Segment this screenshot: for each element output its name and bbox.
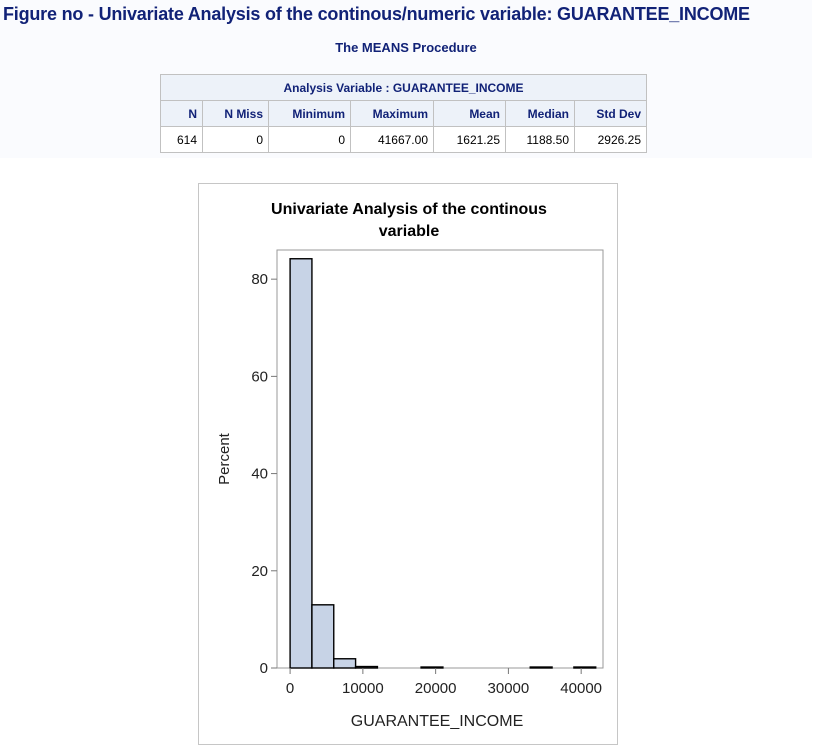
histogram-bar [333, 658, 357, 669]
means-table-header-row: N N Miss Minimum Maximum Mean Median Std… [160, 100, 647, 127]
x-tick-label: 10000 [342, 680, 384, 697]
histogram-bar [420, 666, 444, 669]
cell-mean: 1621.25 [433, 126, 506, 153]
header-n-miss: N Miss [202, 100, 269, 127]
y-axis-label: Percent [216, 432, 233, 485]
means-table: Analysis Variable : GUARANTEE_INCOME N N… [160, 74, 647, 153]
y-tick-label: 40 [251, 466, 268, 483]
x-axis-label: GUARANTEE_INCOME [351, 713, 523, 730]
header-maximum: Maximum [350, 100, 434, 127]
histogram-bars [289, 258, 597, 669]
x-tick-label: 40000 [560, 680, 602, 697]
means-table-caption-row: Analysis Variable : GUARANTEE_INCOME [160, 74, 647, 101]
x-tick-label: 0 [286, 680, 294, 697]
chart-title-line-2: variable [379, 223, 440, 240]
cell-n-miss: 0 [202, 126, 269, 153]
histogram-bar [573, 666, 597, 669]
header-minimum: Minimum [268, 100, 351, 127]
histogram-bar [311, 604, 335, 669]
procedure-title: The MEANS Procedure [335, 40, 477, 55]
cell-maximum: 41667.00 [350, 126, 434, 153]
y-tick-label: 0 [260, 660, 268, 677]
cell-median: 1188.50 [505, 126, 575, 153]
table-row: 614 0 0 41667.00 1621.25 1188.50 2926.25 [160, 126, 647, 153]
histogram-chart: Univariate Analysis of the continous var… [216, 201, 604, 730]
cell-std-dev: 2926.25 [574, 126, 647, 153]
x-tick-label: 20000 [415, 680, 457, 697]
y-tick-label: 80 [251, 271, 268, 288]
header-mean: Mean [433, 100, 506, 127]
y-axis: 0 20 40 60 80 [251, 271, 277, 677]
header-n: N [160, 100, 203, 127]
cell-n: 614 [160, 126, 203, 153]
chart-title-line-1: Univariate Analysis of the continous [271, 201, 547, 218]
y-tick-label: 20 [251, 563, 268, 580]
x-axis: 0 10000 20000 30000 40000 [286, 668, 602, 697]
header-median: Median [505, 100, 575, 127]
histogram-bar [529, 666, 553, 669]
cell-minimum: 0 [268, 126, 351, 153]
header-std-dev: Std Dev [574, 100, 647, 127]
histogram-bar [354, 665, 379, 669]
y-tick-label: 60 [251, 368, 268, 385]
histogram-bar [289, 258, 313, 669]
means-table-caption: Analysis Variable : GUARANTEE_INCOME [160, 74, 647, 101]
figure-title: Figure no - Univariate Analysis of the c… [3, 4, 750, 24]
x-tick-label: 30000 [488, 680, 530, 697]
chart-frame: Univariate Analysis of the continous var… [198, 183, 618, 745]
